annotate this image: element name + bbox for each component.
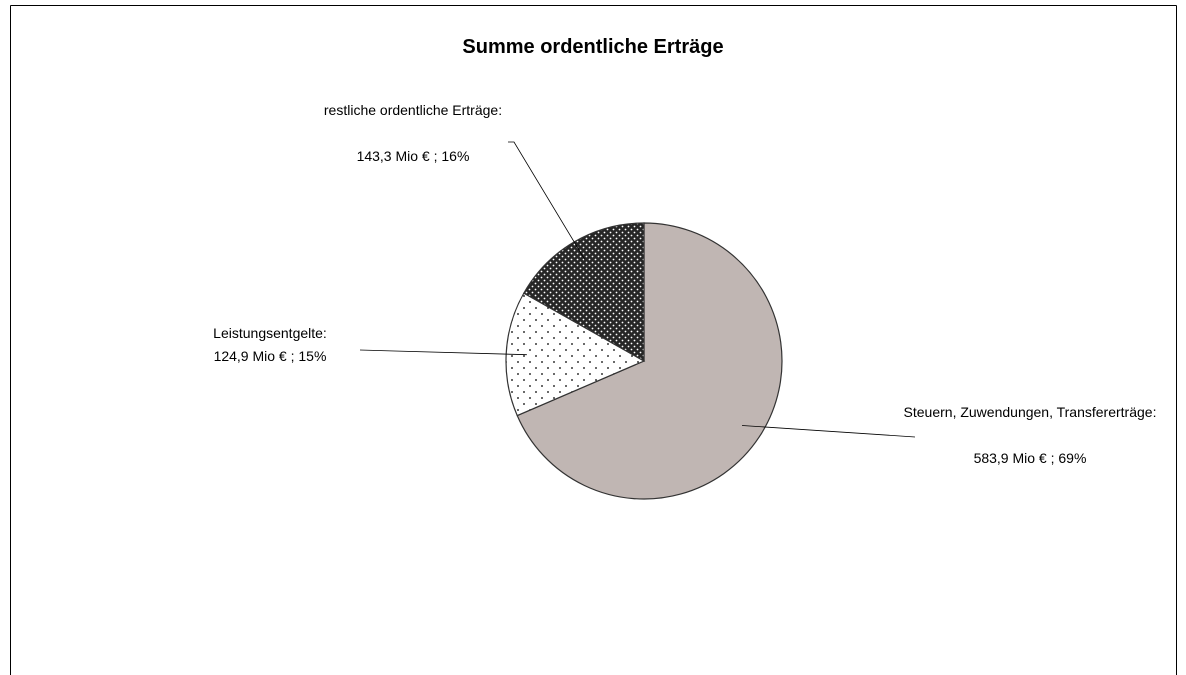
- pie-slice: [516, 222, 783, 500]
- pie-slice: [505, 292, 646, 417]
- slice-label: restliche ordentliche Erträge:: [323, 102, 503, 118]
- slice-label: Steuern, Zuwendungen, Transfererträge:: [903, 404, 1157, 420]
- value-label: 143,3 Mio € ; 16%: [356, 148, 470, 164]
- value-label: 583,9 Mio € ; 69%: [973, 450, 1087, 466]
- leader-line: [741, 425, 916, 438]
- leader-line: [508, 141, 586, 260]
- frame: [10, 5, 1177, 675]
- chart-title: Summe ordentliche Erträge: [462, 36, 724, 58]
- value-label: 124,9 Mio € ; 15%: [213, 348, 327, 364]
- slice-label: Leistungsentgelte:: [213, 325, 327, 341]
- leader-line: [359, 349, 527, 356]
